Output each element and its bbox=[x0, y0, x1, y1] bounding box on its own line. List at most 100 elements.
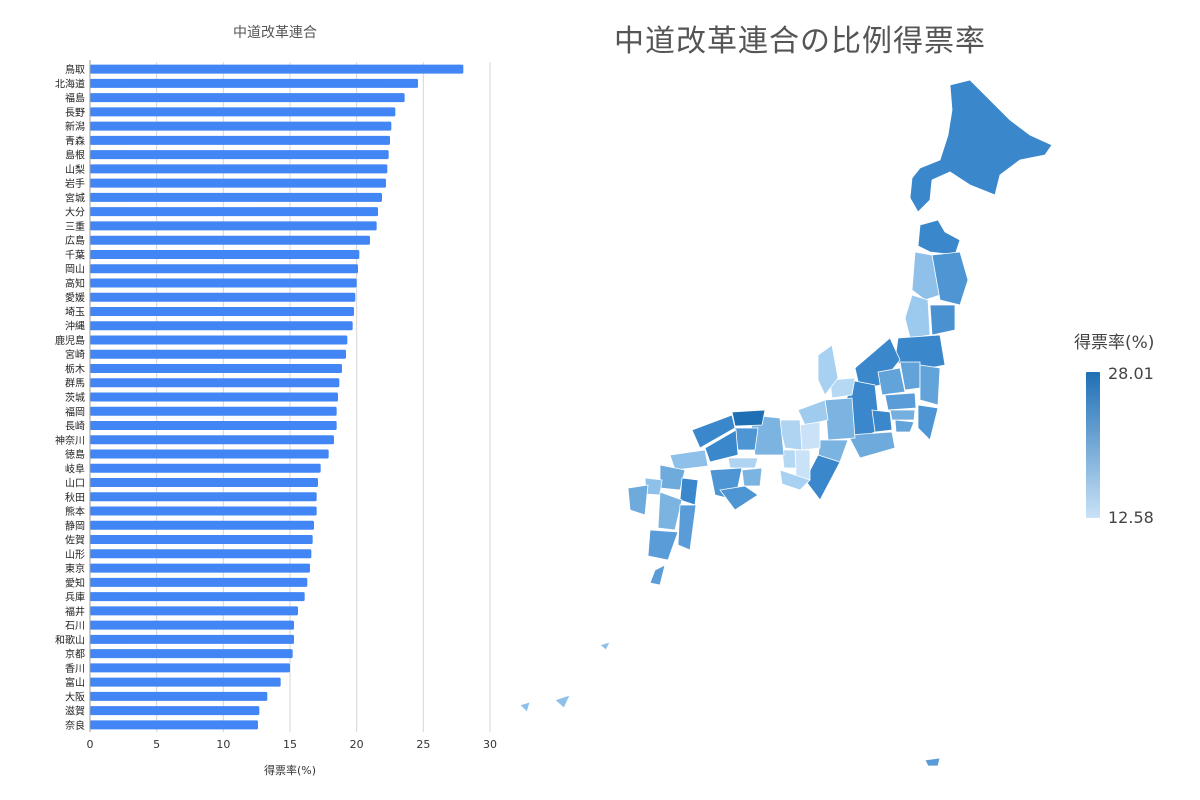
bar bbox=[90, 64, 464, 74]
color-scale-bar bbox=[1086, 372, 1100, 518]
region-tokyo bbox=[889, 409, 916, 421]
category-label: 香川 bbox=[65, 663, 85, 675]
bar bbox=[90, 249, 360, 259]
category-label: 岩手 bbox=[65, 177, 85, 190]
japan-map bbox=[519, 79, 1053, 767]
category-label: 佐賀 bbox=[65, 535, 85, 547]
category-label: 福島 bbox=[65, 92, 85, 105]
category-label: 愛媛 bbox=[65, 291, 85, 304]
category-label: 熊本 bbox=[65, 505, 85, 518]
region-aomori bbox=[917, 219, 961, 256]
bar bbox=[90, 620, 294, 630]
region-yamanashi bbox=[871, 409, 893, 433]
category-label: 和歌山 bbox=[55, 633, 85, 646]
bar bbox=[90, 663, 290, 673]
bar bbox=[90, 78, 418, 88]
region-oita bbox=[679, 477, 699, 506]
region-tottori bbox=[731, 409, 766, 427]
bar bbox=[90, 349, 346, 359]
bar bbox=[90, 492, 317, 502]
bar bbox=[90, 235, 370, 245]
region-wakayama bbox=[779, 469, 811, 491]
category-label: 愛知 bbox=[65, 576, 85, 589]
bar bbox=[90, 649, 293, 659]
region-kumamoto bbox=[657, 491, 683, 531]
category-label: 北海道 bbox=[55, 77, 85, 90]
region-ishikawa bbox=[817, 344, 839, 396]
category-label: 長野 bbox=[65, 107, 85, 119]
legend-min-value: 12.58 bbox=[1108, 508, 1154, 527]
island-southwest-2 bbox=[554, 694, 571, 709]
region-kanagawa bbox=[894, 419, 915, 433]
x-tick-label: 15 bbox=[283, 738, 297, 751]
category-label: 栃木 bbox=[65, 362, 85, 375]
x-tick-label: 25 bbox=[416, 738, 430, 751]
region-gifu bbox=[824, 397, 856, 441]
category-label: 神奈川 bbox=[55, 434, 85, 447]
bar bbox=[90, 107, 396, 117]
bar bbox=[90, 506, 317, 516]
bar bbox=[90, 706, 260, 716]
bar bbox=[90, 406, 337, 416]
bar bbox=[90, 150, 389, 160]
bar bbox=[90, 520, 314, 530]
bar bbox=[90, 192, 382, 202]
region-nagasaki bbox=[627, 484, 649, 516]
bar bbox=[90, 634, 294, 644]
region-kagoshima bbox=[647, 529, 679, 561]
x-tick-label: 10 bbox=[216, 738, 230, 751]
category-label: 群馬 bbox=[65, 377, 85, 390]
bar bbox=[90, 563, 310, 573]
category-label: 富山 bbox=[65, 676, 85, 689]
legend-max-value: 28.01 bbox=[1108, 364, 1154, 383]
bar bbox=[90, 335, 348, 345]
bar bbox=[90, 278, 357, 288]
category-label: 三重 bbox=[65, 220, 85, 233]
region-yamaguchi bbox=[669, 449, 709, 471]
category-label: 山形 bbox=[65, 549, 85, 561]
bar bbox=[90, 306, 354, 316]
category-label: 福岡 bbox=[65, 405, 85, 418]
region-iwate bbox=[931, 251, 969, 306]
category-label: 宮城 bbox=[65, 191, 85, 204]
region-yamagata bbox=[904, 294, 931, 339]
region-gunma bbox=[877, 367, 906, 396]
category-label: 徳島 bbox=[65, 448, 85, 461]
bar bbox=[90, 93, 405, 103]
region-okinawa bbox=[649, 564, 666, 586]
region-hiroshima bbox=[704, 429, 739, 463]
x-tick-label: 0 bbox=[87, 738, 94, 751]
category-label: 大分 bbox=[65, 206, 85, 219]
region-kagawa bbox=[727, 457, 759, 469]
bar bbox=[90, 435, 334, 445]
region-shizuoka bbox=[847, 431, 896, 459]
category-label: 高知 bbox=[65, 277, 85, 290]
bar bbox=[90, 292, 356, 302]
bar bbox=[90, 677, 281, 687]
bar bbox=[90, 449, 329, 459]
bar bbox=[90, 691, 268, 701]
bar bbox=[90, 606, 298, 616]
category-label: 埼玉 bbox=[65, 305, 85, 318]
bar bbox=[90, 207, 378, 217]
bar bbox=[90, 378, 340, 388]
category-label: 東京 bbox=[65, 562, 85, 575]
bar bbox=[90, 121, 392, 131]
x-tick-label: 5 bbox=[153, 738, 160, 751]
category-label: 青森 bbox=[65, 134, 85, 147]
category-label: 島根 bbox=[65, 149, 85, 162]
category-label: 奈良 bbox=[65, 719, 85, 732]
category-label: 岡山 bbox=[65, 264, 85, 276]
category-label: 滋賀 bbox=[65, 705, 85, 718]
island-southwest-1 bbox=[599, 641, 611, 651]
bar bbox=[90, 535, 313, 545]
bar bbox=[90, 221, 377, 231]
bar bbox=[90, 135, 390, 145]
bar bbox=[90, 478, 318, 488]
bar bbox=[90, 178, 386, 188]
category-label: 大阪 bbox=[65, 690, 85, 703]
category-label: 茨城 bbox=[65, 391, 85, 404]
bar bbox=[90, 392, 338, 402]
bar bbox=[90, 592, 305, 602]
bar bbox=[90, 720, 258, 730]
